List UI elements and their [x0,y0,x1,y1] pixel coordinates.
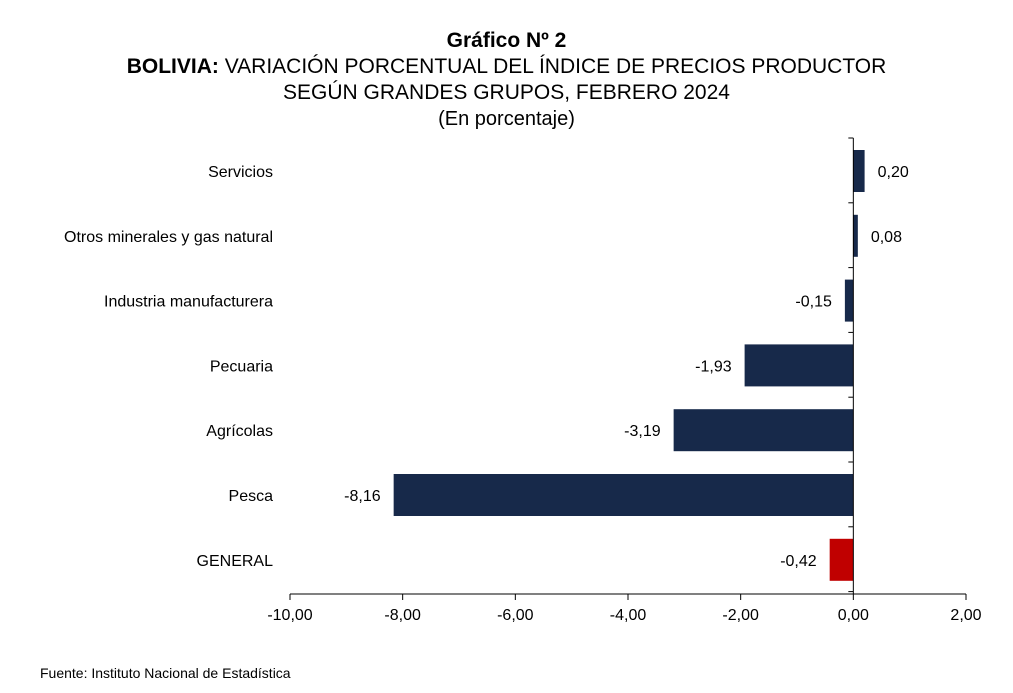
category-label-4: Agrícolas [206,423,273,440]
data-label-4: -3,19 [624,423,661,440]
x-tick-label-4: -2,00 [722,607,759,624]
x-tick-label-0: -10,00 [267,607,312,624]
category-label-5: Pesca [229,488,274,505]
data-label-0: 0,20 [878,164,909,181]
chart-title-block: Gráfico Nº 2 BOLIVIA: VARIACIÓN PORCENTU… [0,28,1013,132]
category-label-2: Industria manufacturera [104,294,273,311]
chart-units: (En porcentaje) [438,108,575,130]
subtitle-text: VARIACIÓN PORCENTUAL DEL ÍNDICE DE PRECI… [218,55,887,78]
category-label-0: Servicios [208,164,273,181]
bar-5 [393,474,854,516]
x-tick-label-5: 0,00 [838,607,869,624]
category-label-3: Pecuaria [210,358,273,375]
bar-0 [853,150,865,192]
category-label-1: Otros minerales y gas natural [64,229,273,246]
data-label-6: -0,42 [780,553,817,570]
bar-3 [744,344,854,387]
x-tick-label-3: -4,00 [610,607,647,624]
category-label-6: GENERAL [197,553,274,570]
x-tick-label-1: -8,00 [384,607,421,624]
chart-subtitle-line2: SEGÚN GRANDES GRUPOS, FEBRERO 2024 [283,81,730,104]
bar-6 [829,538,854,581]
data-label-1: 0,08 [871,229,902,246]
data-label-3: -1,93 [695,358,732,375]
source-note: Fuente: Instituto Nacional de Estadístic… [40,665,291,681]
chart-title: Gráfico Nº 2 [446,29,567,52]
data-label-5: -8,16 [344,488,381,505]
bar-2 [844,279,854,322]
bar-4 [673,409,854,452]
bar-1 [853,214,858,257]
x-tick-label-2: -6,00 [497,607,534,624]
country-label: BOLIVIA: [126,55,219,78]
chart-subtitle-line1: BOLIVIA: VARIACIÓN PORCENTUAL DEL ÍNDICE… [0,54,1013,80]
data-label-2: -0,15 [795,294,832,311]
x-tick-label-6: 2,00 [950,607,981,624]
